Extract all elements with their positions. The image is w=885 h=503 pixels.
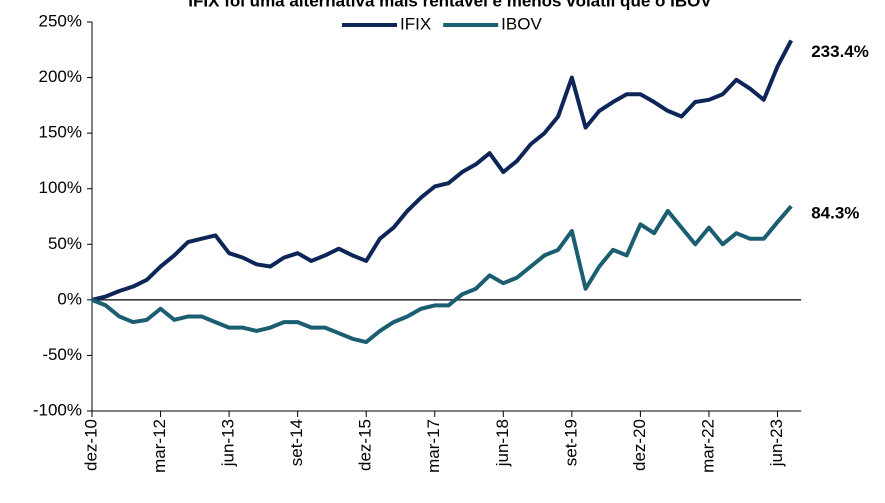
value-label: 84.3% <box>811 204 859 223</box>
y-tick-label: -100% <box>33 400 82 419</box>
x-tick-label: mar-22 <box>698 419 717 473</box>
x-tick-label: jun-13 <box>219 419 238 467</box>
x-tick-label: jun-23 <box>767 419 786 467</box>
y-tick-label: 0% <box>57 289 82 308</box>
x-tick-label: dez-20 <box>630 419 649 471</box>
y-tick-label: -50% <box>42 345 82 364</box>
x-tick-label: jun-18 <box>493 419 512 467</box>
x-tick-label: dez-10 <box>81 419 100 471</box>
legend-label: IBOV <box>501 14 542 33</box>
series-line <box>91 204 793 345</box>
x-tick-label: dez-15 <box>356 419 375 471</box>
x-tick-label: mar-17 <box>424 419 443 473</box>
series-line <box>91 39 793 302</box>
y-tick-label: 250% <box>39 11 82 30</box>
y-tick-label: 200% <box>39 67 82 86</box>
x-tick-label: set-19 <box>561 419 580 466</box>
x-tick-label: set-14 <box>287 419 306 466</box>
x-tick-label: mar-12 <box>150 419 169 473</box>
legend-label: IFIX <box>400 14 431 33</box>
chart-title: IFIX foi uma alternativa mais rentável e… <box>188 0 712 10</box>
y-tick-label: 50% <box>48 234 82 253</box>
y-tick-label: 100% <box>39 178 82 197</box>
value-label: 233.4% <box>811 42 869 61</box>
y-tick-label: 150% <box>39 123 82 142</box>
